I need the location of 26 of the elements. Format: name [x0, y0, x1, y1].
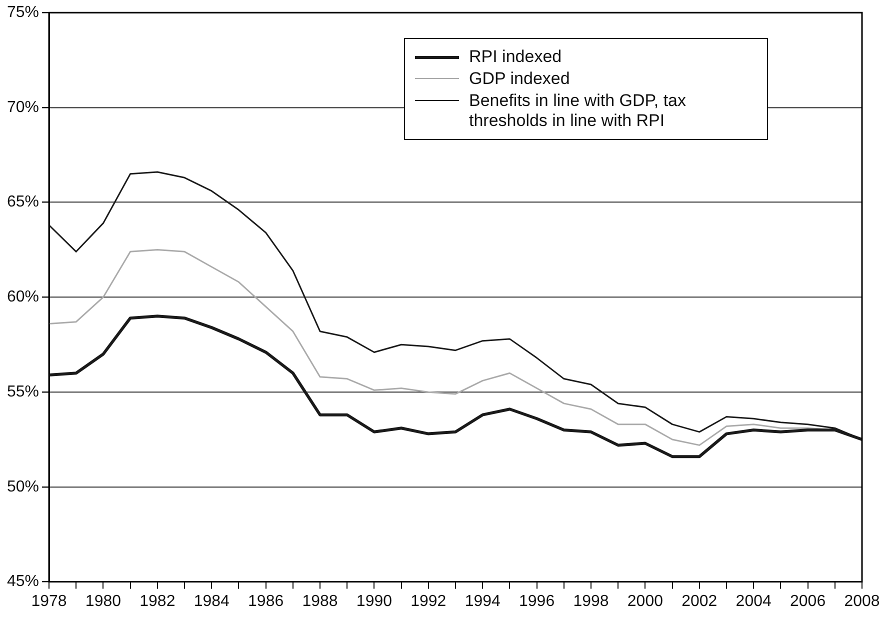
x-tick-label: 1986 — [248, 592, 284, 610]
y-tick-label: 55% — [6, 383, 40, 400]
y-tick-label: 50% — [6, 478, 40, 496]
x-tick-label: 2000 — [627, 592, 664, 610]
x-tick-label: 1980 — [85, 592, 122, 610]
x-tick-label: 1978 — [31, 592, 67, 610]
x-tick-label: 1990 — [356, 592, 392, 610]
y-tick-label: 65% — [6, 194, 40, 211]
x-tick-label: 1988 — [302, 592, 338, 610]
x-tick-label: 1994 — [464, 592, 501, 610]
x-tick-label: 1982 — [140, 592, 176, 610]
x-tick-label: 1992 — [410, 592, 446, 610]
x-tick-label: 2002 — [682, 592, 718, 610]
y-tick-label: 75% — [6, 4, 40, 22]
legend-label: GDP indexed — [469, 68, 570, 89]
x-tick-label: 2006 — [790, 592, 826, 610]
x-tick-label: 1998 — [573, 592, 609, 610]
y-tick-label: 45% — [6, 573, 40, 590]
x-tick-label: 1996 — [519, 592, 555, 610]
legend-label: RPI indexed — [469, 46, 562, 67]
x-tick-label: 1984 — [194, 592, 230, 610]
legend-label: Benefits in line with GDP, tax thresholds in line with RPI — [469, 90, 688, 131]
x-tick-label: 2008 — [844, 592, 880, 610]
y-tick-label: 60% — [6, 288, 40, 306]
x-tick-label: 2004 — [736, 592, 772, 610]
y-tick-label: 70% — [6, 98, 40, 116]
